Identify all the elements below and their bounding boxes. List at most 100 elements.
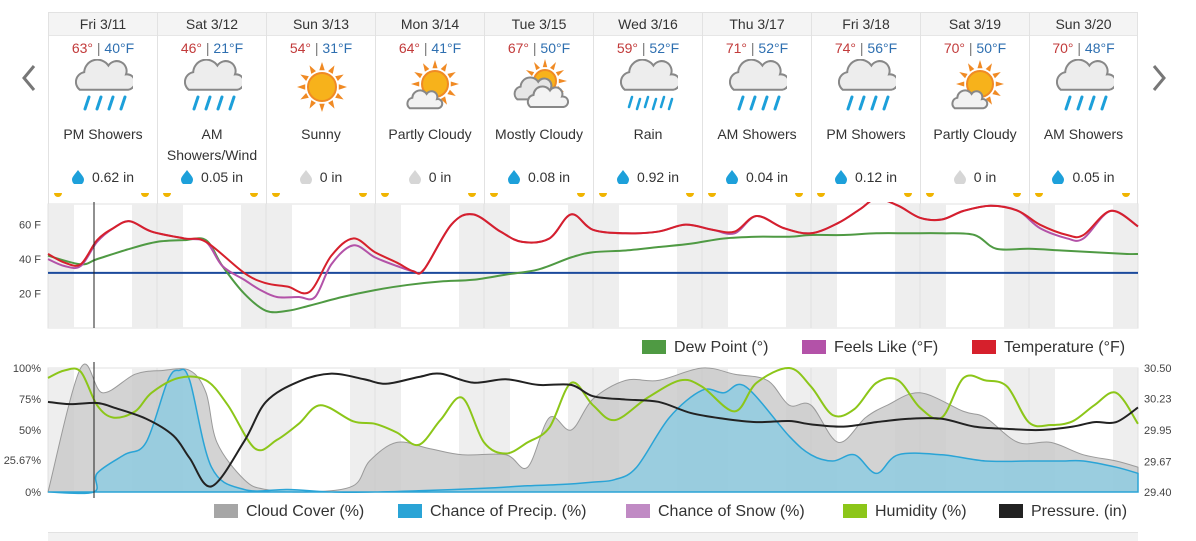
legend-swatch	[642, 340, 666, 354]
precip-amount: 0 in	[376, 169, 484, 185]
night-band	[241, 368, 266, 492]
legend-swatch	[626, 504, 650, 518]
night-band	[677, 204, 702, 328]
day-temps: 64° | 41°F	[376, 40, 484, 58]
precip-value: 0 in	[319, 169, 343, 185]
day-date: Thu 3/17	[703, 13, 811, 36]
legend-label: Temperature (°F)	[1004, 339, 1126, 356]
legend-swatch	[802, 340, 826, 354]
day-card[interactable]: Tue 3/15 67° | 50°F Mostly Cloudy 0.08 in	[484, 13, 593, 205]
y-right-tick-label: 29.67	[1144, 457, 1172, 469]
legend-item[interactable]: Feels Like (°F)	[802, 336, 938, 360]
sunrise-sunset-marks	[1030, 193, 1137, 201]
sunrise-icon	[490, 193, 498, 197]
sunrise-sunset-marks	[485, 193, 593, 201]
day-card[interactable]: Sun 3/13 54° | 31°F Sunny 0 in	[266, 13, 375, 205]
sunset-icon	[359, 193, 367, 197]
temp-separator: |	[638, 40, 650, 56]
sunset-icon	[795, 193, 803, 197]
legend-item[interactable]: Humidity (%)	[843, 500, 967, 524]
high-temp: 54°	[289, 40, 311, 56]
partly-cloudy-icon	[406, 60, 459, 110]
day-card[interactable]: Mon 3/14 64° | 41°F Partly Cloudy 0 in	[375, 13, 484, 205]
sunrise-sunset-marks	[703, 193, 811, 201]
low-temp: 48°F	[1084, 40, 1115, 56]
precip-amount: 0.12 in	[812, 169, 920, 185]
legend-label: Chance of Snow (%)	[658, 503, 805, 520]
precip-amount: 0.05 in	[158, 169, 266, 185]
high-temp: 70°	[1052, 40, 1074, 56]
chevron-left-icon	[22, 65, 36, 91]
day-card[interactable]: Sat 3/12 46° | 21°F AM Showers/Wind 0.05 in	[157, 13, 266, 205]
sunset-icon	[141, 193, 149, 197]
showers-icon	[184, 59, 242, 111]
temp-separator: |	[420, 40, 432, 56]
prev-days-button[interactable]	[20, 62, 40, 94]
day-card[interactable]: Thu 3/17 71° | 52°F AM Showers 0.04 in	[702, 13, 811, 205]
sunrise-sunset-marks	[376, 193, 484, 201]
legend-item[interactable]: Temperature (°F)	[972, 336, 1125, 360]
high-temp: 63°	[71, 40, 93, 56]
day-card[interactable]: Wed 3/16 59° | 52°F Rain 0.92 in	[593, 13, 702, 205]
night-band	[350, 204, 375, 328]
temp-separator: |	[202, 40, 214, 56]
sunrise-icon	[926, 193, 934, 197]
condition-text: AM Showers	[1043, 126, 1124, 142]
next-days-button[interactable]	[1148, 62, 1168, 94]
condition-text: Partly Cloudy	[388, 126, 472, 142]
day-temps: 67° | 50°F	[485, 40, 593, 58]
precip-amount: 0.05 in	[1030, 169, 1137, 185]
day-card[interactable]: Sat 3/19 70° | 50°F Partly Cloudy 0 in	[920, 13, 1029, 205]
day-temps: 70° | 48°F	[1030, 40, 1137, 58]
high-temp: 64°	[398, 40, 420, 56]
night-band	[593, 204, 619, 328]
sunrise-icon	[381, 193, 389, 197]
y-tick-label: 60 F	[19, 220, 41, 232]
legend-item[interactable]: Pressure. (in)	[999, 500, 1127, 524]
night-bands	[47, 204, 1139, 328]
legend-item[interactable]: Cloud Cover (%)	[214, 500, 364, 524]
low-temp: 50°F	[540, 40, 571, 56]
night-band	[241, 204, 266, 328]
legend-item[interactable]: Dew Point (°)	[642, 336, 768, 360]
day-temps: 54° | 31°F	[267, 40, 375, 58]
sunrise-sunset-marks	[158, 193, 266, 201]
legend-item[interactable]: Chance of Precip. (%)	[398, 500, 587, 524]
temperature-chart: 60 F 40 F 20 F	[19, 202, 1139, 329]
day-date: Sun 3/20	[1030, 13, 1137, 36]
legend-item[interactable]: Chance of Snow (%)	[626, 500, 805, 524]
y-right-tick-label: 30.50	[1144, 363, 1172, 375]
night-band	[484, 204, 510, 328]
day-card[interactable]: Fri 3/18 74° | 56°F PM Showers 0.12 in	[811, 13, 920, 205]
temperature-line	[47, 202, 1139, 295]
pressure-line	[47, 372, 1139, 488]
legend-label: Feels Like (°F)	[834, 339, 939, 356]
precip-value: 0 in	[428, 169, 452, 185]
temperature-legend: Dew Point (°) Feels Like (°F) Temperature …	[0, 336, 1196, 360]
low-temp: 50°F	[976, 40, 1007, 56]
day-date: Tue 3/15	[485, 13, 593, 36]
temp-separator: |	[93, 40, 105, 56]
temp-separator: |	[747, 40, 759, 56]
temp-separator: |	[965, 40, 977, 56]
day-temps: 74° | 56°F	[812, 40, 920, 58]
sunrise-sunset-marks	[921, 193, 1029, 201]
showers-icon	[838, 59, 896, 111]
raindrop-icon	[507, 170, 520, 184]
day-card[interactable]: Fri 3/11 63° | 40°F PM Showers 0.62 in	[48, 13, 157, 205]
night-band	[266, 204, 292, 328]
precip-amount: 0.04 in	[703, 169, 811, 185]
legend-label: Cloud Cover (%)	[246, 503, 365, 520]
night-band	[1113, 204, 1138, 328]
cloud-cover-area	[47, 363, 1139, 493]
sunrise-icon	[272, 193, 280, 197]
sunset-icon	[250, 193, 258, 197]
legend-label: Humidity (%)	[875, 503, 967, 520]
sun-icon	[297, 62, 347, 112]
day-card[interactable]: Sun 3/20 70° | 48°F AM Showers 0.05 in	[1029, 13, 1138, 205]
sunrise-sunset-marks	[812, 193, 920, 201]
condition-text: PM Showers	[63, 126, 143, 142]
conditions-chart: 100% 75% 50% 25.67% 0% 30.50 30.23 29.95 29.67 29…	[4, 362, 1172, 498]
day-temps: 70° | 50°F	[921, 40, 1029, 58]
day-date: Mon 3/14	[376, 13, 484, 36]
